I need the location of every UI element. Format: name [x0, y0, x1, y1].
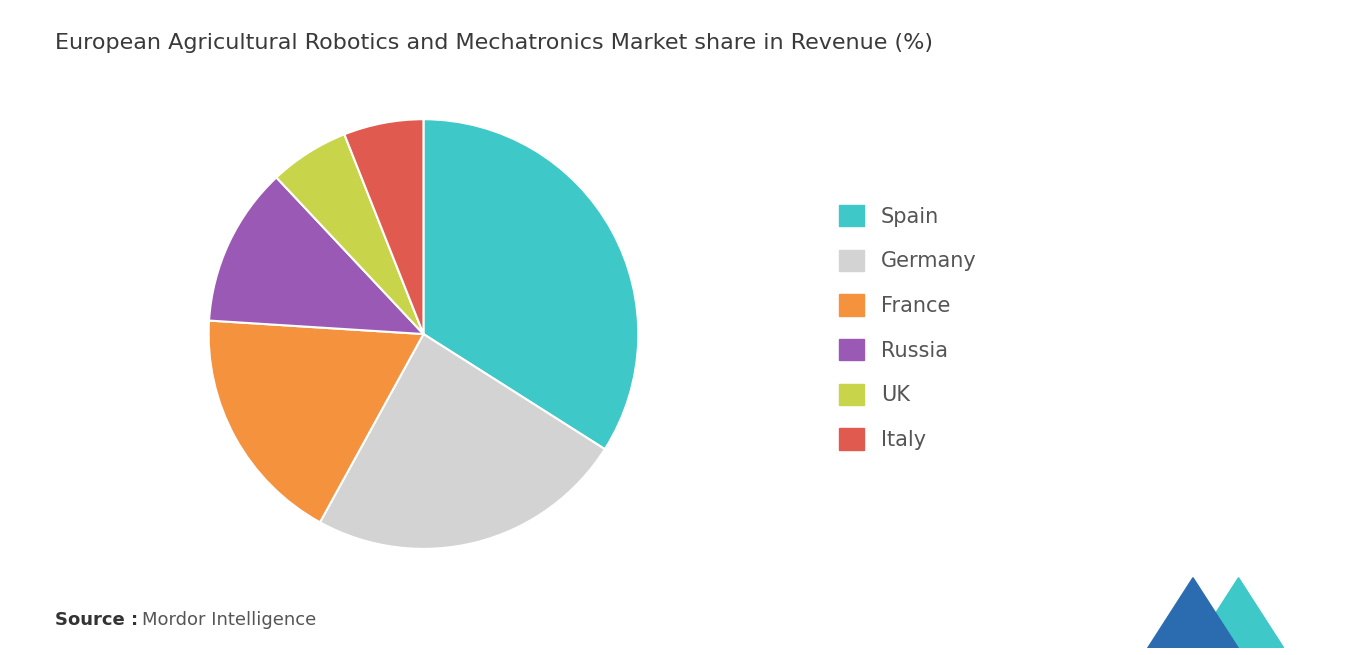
Wedge shape	[423, 119, 638, 449]
Wedge shape	[276, 134, 423, 334]
Legend: Spain, Germany, France, Russia, UK, Italy: Spain, Germany, France, Russia, UK, Ital…	[829, 195, 986, 460]
Wedge shape	[320, 334, 605, 549]
Wedge shape	[344, 119, 423, 334]
Text: European Agricultural Robotics and Mechatronics Market share in Revenue (%): European Agricultural Robotics and Mecha…	[55, 33, 933, 53]
Polygon shape	[1147, 578, 1239, 648]
Text: Source :: Source :	[55, 611, 138, 629]
Wedge shape	[209, 178, 423, 334]
Wedge shape	[209, 320, 423, 522]
Polygon shape	[1193, 578, 1284, 648]
Text: Mordor Intelligence: Mordor Intelligence	[142, 611, 317, 629]
